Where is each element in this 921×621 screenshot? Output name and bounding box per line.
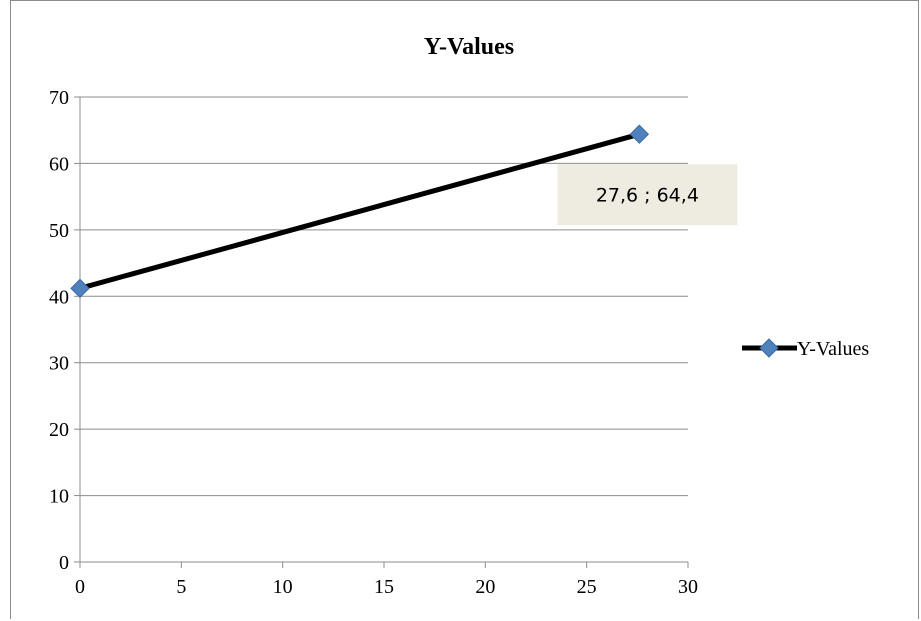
axes: 0 10 20 30 40 50 60 70 0 5 10 15 20 25 30 bbox=[49, 87, 698, 598]
callout-label: 27,6 ; 64,4 bbox=[596, 185, 699, 207]
legend-marker-icon bbox=[759, 338, 779, 358]
series-y-values bbox=[70, 124, 650, 299]
y-tick-label: 30 bbox=[49, 353, 69, 375]
y-tick-label: 20 bbox=[49, 419, 69, 441]
x-tick-label: 25 bbox=[577, 576, 597, 598]
data-point-marker bbox=[629, 124, 650, 144]
y-tick-label: 50 bbox=[49, 220, 69, 242]
legend-label: Y-Values bbox=[797, 338, 869, 360]
chart-frame bbox=[10, 0, 919, 619]
y-tick-label: 0 bbox=[59, 552, 69, 574]
data-callout: 27,6 ; 64,4 bbox=[557, 164, 738, 226]
grid-lines bbox=[80, 96, 688, 497]
y-tick-label: 70 bbox=[49, 87, 69, 109]
data-point-marker bbox=[70, 278, 90, 299]
x-tick-label: 20 bbox=[475, 576, 495, 598]
x-tick-label: 15 bbox=[374, 576, 394, 598]
chart-title: Y-Values bbox=[424, 34, 514, 60]
y-tick-label: 10 bbox=[49, 486, 69, 508]
x-tick-label: 10 bbox=[273, 576, 293, 598]
y-tick-label: 40 bbox=[49, 286, 69, 308]
x-tick-label: 5 bbox=[176, 576, 186, 598]
x-tick-label: 30 bbox=[678, 576, 698, 598]
y-tick-label: 60 bbox=[49, 153, 69, 175]
x-tick-label: 0 bbox=[75, 576, 85, 598]
callout-box bbox=[557, 164, 738, 226]
legend: Y-Values bbox=[742, 338, 869, 360]
series-line bbox=[77, 131, 642, 291]
